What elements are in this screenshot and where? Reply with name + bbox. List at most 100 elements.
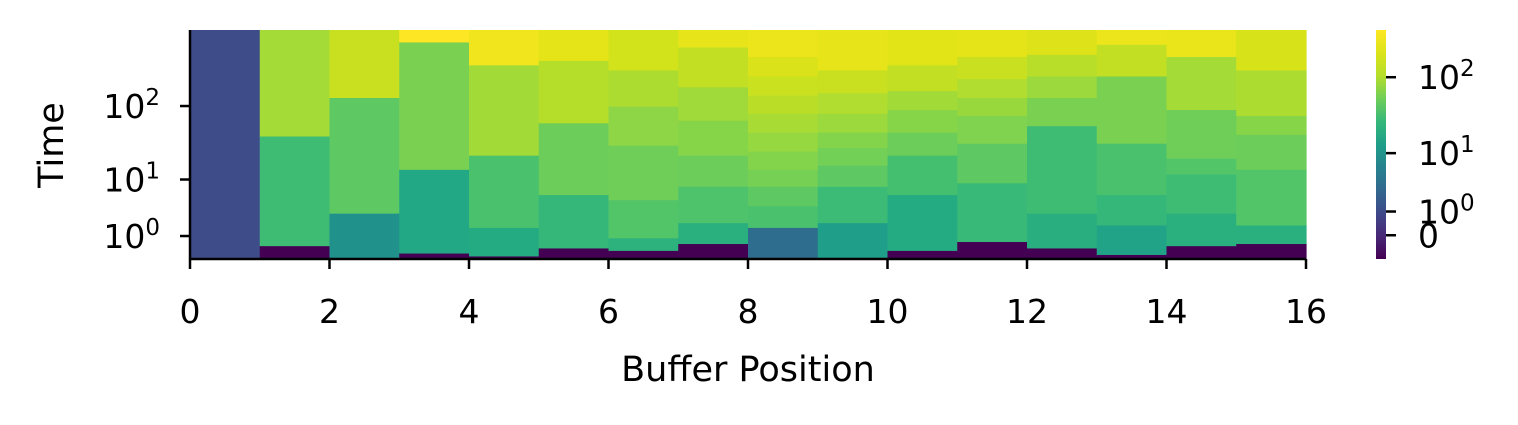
heatmap-cell — [678, 120, 749, 156]
heatmap-cell — [608, 199, 679, 239]
heatmap-cell — [469, 30, 540, 66]
heatmap-cell — [399, 30, 470, 43]
heatmap-cell — [1236, 134, 1307, 170]
colorbar-tick-label: 101 — [1418, 132, 1475, 173]
heatmap-cell — [887, 109, 958, 133]
heatmap-cell — [817, 113, 889, 133]
heatmap-cell — [469, 64, 540, 156]
heatmap-cell — [608, 106, 679, 146]
y-axis-label: Time — [32, 102, 72, 189]
heatmap-cell — [748, 113, 819, 133]
heatmap-cell — [1096, 44, 1168, 77]
heatmap-cell — [1096, 143, 1168, 196]
heatmap-cell — [1027, 30, 1098, 55]
heatmap-cell — [1027, 75, 1098, 99]
y-axis: 100 101 102 — [103, 30, 192, 259]
heatmap-cell — [1096, 254, 1168, 260]
heatmap-cell — [817, 222, 889, 258]
heatmap-cell — [1166, 30, 1237, 58]
heatmap-cell — [399, 169, 470, 254]
heatmap-cell — [1236, 169, 1307, 226]
heatmap-cell — [887, 155, 958, 196]
heatmap-cell — [678, 86, 749, 121]
heatmap-cell — [887, 90, 958, 111]
heatmap-cell — [538, 60, 610, 124]
heatmap-cell — [608, 30, 679, 71]
heatmap-cell — [259, 135, 331, 247]
heatmap-cell — [469, 155, 540, 228]
heatmap-cell — [1166, 56, 1237, 111]
heatmap-cell — [678, 186, 749, 224]
heatmap-cell — [1166, 213, 1237, 247]
heatmap-cell — [1236, 224, 1307, 245]
heatmap-cell — [748, 205, 819, 228]
colorbar-tick-label: 100 — [1418, 191, 1475, 232]
heatmap-cell — [1236, 69, 1307, 117]
x-tick-label: 12 — [1006, 292, 1048, 331]
heatmap-cell — [957, 143, 1028, 184]
heatmap-cell — [817, 69, 889, 94]
x-tick-label: 8 — [738, 292, 759, 331]
heatmap-cell — [887, 30, 958, 66]
heatmap-cell — [748, 169, 819, 187]
heatmap-cell — [678, 30, 749, 48]
heatmap-cell — [1236, 243, 1307, 260]
heatmap-cell — [678, 243, 749, 260]
heatmap-cell — [748, 132, 819, 152]
heatmap-cell — [538, 30, 610, 61]
heatmap-cell — [957, 30, 1028, 58]
heatmap-cell — [608, 250, 679, 260]
heatmap-cell — [608, 237, 679, 251]
heatmap-cell — [957, 97, 1028, 117]
heatmap-cell — [748, 186, 819, 207]
x-tick-label: 10 — [867, 292, 909, 331]
heatmap-cell — [817, 30, 889, 71]
heatmap-cell — [1236, 30, 1307, 71]
y-tick-label: 102 — [103, 85, 160, 126]
heatmap-cell — [1027, 247, 1098, 260]
heatmap-cell — [1166, 173, 1237, 214]
heatmap-cell — [957, 182, 1028, 243]
heatmap-cell — [957, 56, 1028, 80]
heatmap-cell — [748, 94, 819, 114]
heatmap-cell — [469, 255, 540, 260]
heatmap-cell — [957, 241, 1028, 260]
heatmap-cell — [1096, 30, 1168, 45]
heatmap-cell — [887, 194, 958, 251]
x-axis-label: Buffer Position — [621, 350, 875, 390]
heatmap-cell — [678, 222, 749, 245]
heatmap-cell — [957, 78, 1028, 99]
x-tick-label: 0 — [180, 292, 201, 331]
x-tick-label: 2 — [319, 292, 340, 331]
heatmap-cell — [1027, 54, 1098, 77]
heatmap-cell — [329, 97, 400, 214]
heatmap-cell — [1027, 125, 1098, 214]
heatmap-cell — [887, 250, 958, 260]
heatmap-cell — [817, 147, 889, 166]
heatmap-cell — [1096, 75, 1168, 144]
heatmap-cell — [1166, 245, 1237, 260]
heatmap-cell — [1027, 213, 1098, 249]
heatmap-cell — [259, 245, 331, 260]
heatmap-cell — [817, 186, 889, 224]
y-tick-label: 100 — [103, 215, 160, 256]
heatmap-cell — [259, 30, 331, 137]
heatmap-cell — [1166, 158, 1237, 175]
heatmap-cell — [538, 194, 610, 249]
x-tick-label: 6 — [598, 292, 619, 331]
heatmap-cell — [887, 64, 958, 92]
heatmap-cell — [329, 213, 400, 260]
y-tick-label: 101 — [103, 159, 160, 200]
heatmap-cell — [329, 30, 400, 99]
x-tick-label: 14 — [1146, 292, 1188, 331]
heatmap-cell — [399, 41, 470, 170]
x-tick-label: 4 — [459, 292, 480, 331]
heatmap-cell — [678, 46, 749, 88]
heatmap-cell — [399, 252, 470, 260]
heatmap-cell — [1096, 224, 1168, 255]
heatmap-cell — [748, 75, 819, 96]
x-axis: 0 2 4 6 8 10 12 14 16 — [180, 257, 1327, 331]
